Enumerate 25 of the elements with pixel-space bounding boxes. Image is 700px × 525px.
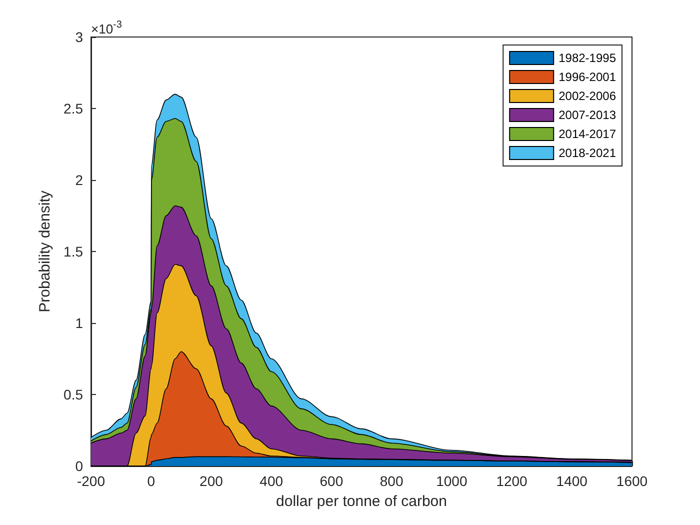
x-tick-label: 1600 bbox=[616, 473, 648, 489]
x-tick-label: 400 bbox=[260, 473, 284, 489]
x-tick-label: 800 bbox=[380, 473, 404, 489]
legend-label: 2002-2006 bbox=[558, 89, 616, 103]
y-tick-label: 3 bbox=[75, 29, 84, 45]
x-tick-label: 0 bbox=[147, 473, 156, 489]
y-tick-label: 2 bbox=[75, 172, 84, 188]
legend-label: 2007-2013 bbox=[558, 108, 616, 122]
y-tick-label: 1 bbox=[75, 315, 84, 331]
legend-label: 2018-2021 bbox=[558, 146, 616, 160]
legend-label: 1996-2001 bbox=[558, 70, 616, 84]
x-axis-title: dollar per tonne of carbon bbox=[276, 493, 447, 510]
x-tick-label: 600 bbox=[320, 473, 344, 489]
y-tick-label: 2.5 bbox=[64, 100, 84, 116]
y-axis-title: Probability density bbox=[36, 190, 54, 312]
legend-label: 1982-1995 bbox=[558, 51, 616, 65]
x-tick-label: 200 bbox=[200, 473, 224, 489]
x-tick-label: 1200 bbox=[496, 473, 528, 489]
x-tick-label: 1000 bbox=[436, 473, 468, 489]
legend-label: 2014-2017 bbox=[558, 127, 616, 141]
y-tick-label: 0 bbox=[75, 458, 84, 474]
x-tick-label: 1400 bbox=[556, 473, 588, 489]
x-tick-label: -200 bbox=[76, 473, 106, 489]
y-tick-label: 0.5 bbox=[64, 386, 84, 402]
y-tick-label: 1.5 bbox=[64, 244, 84, 260]
